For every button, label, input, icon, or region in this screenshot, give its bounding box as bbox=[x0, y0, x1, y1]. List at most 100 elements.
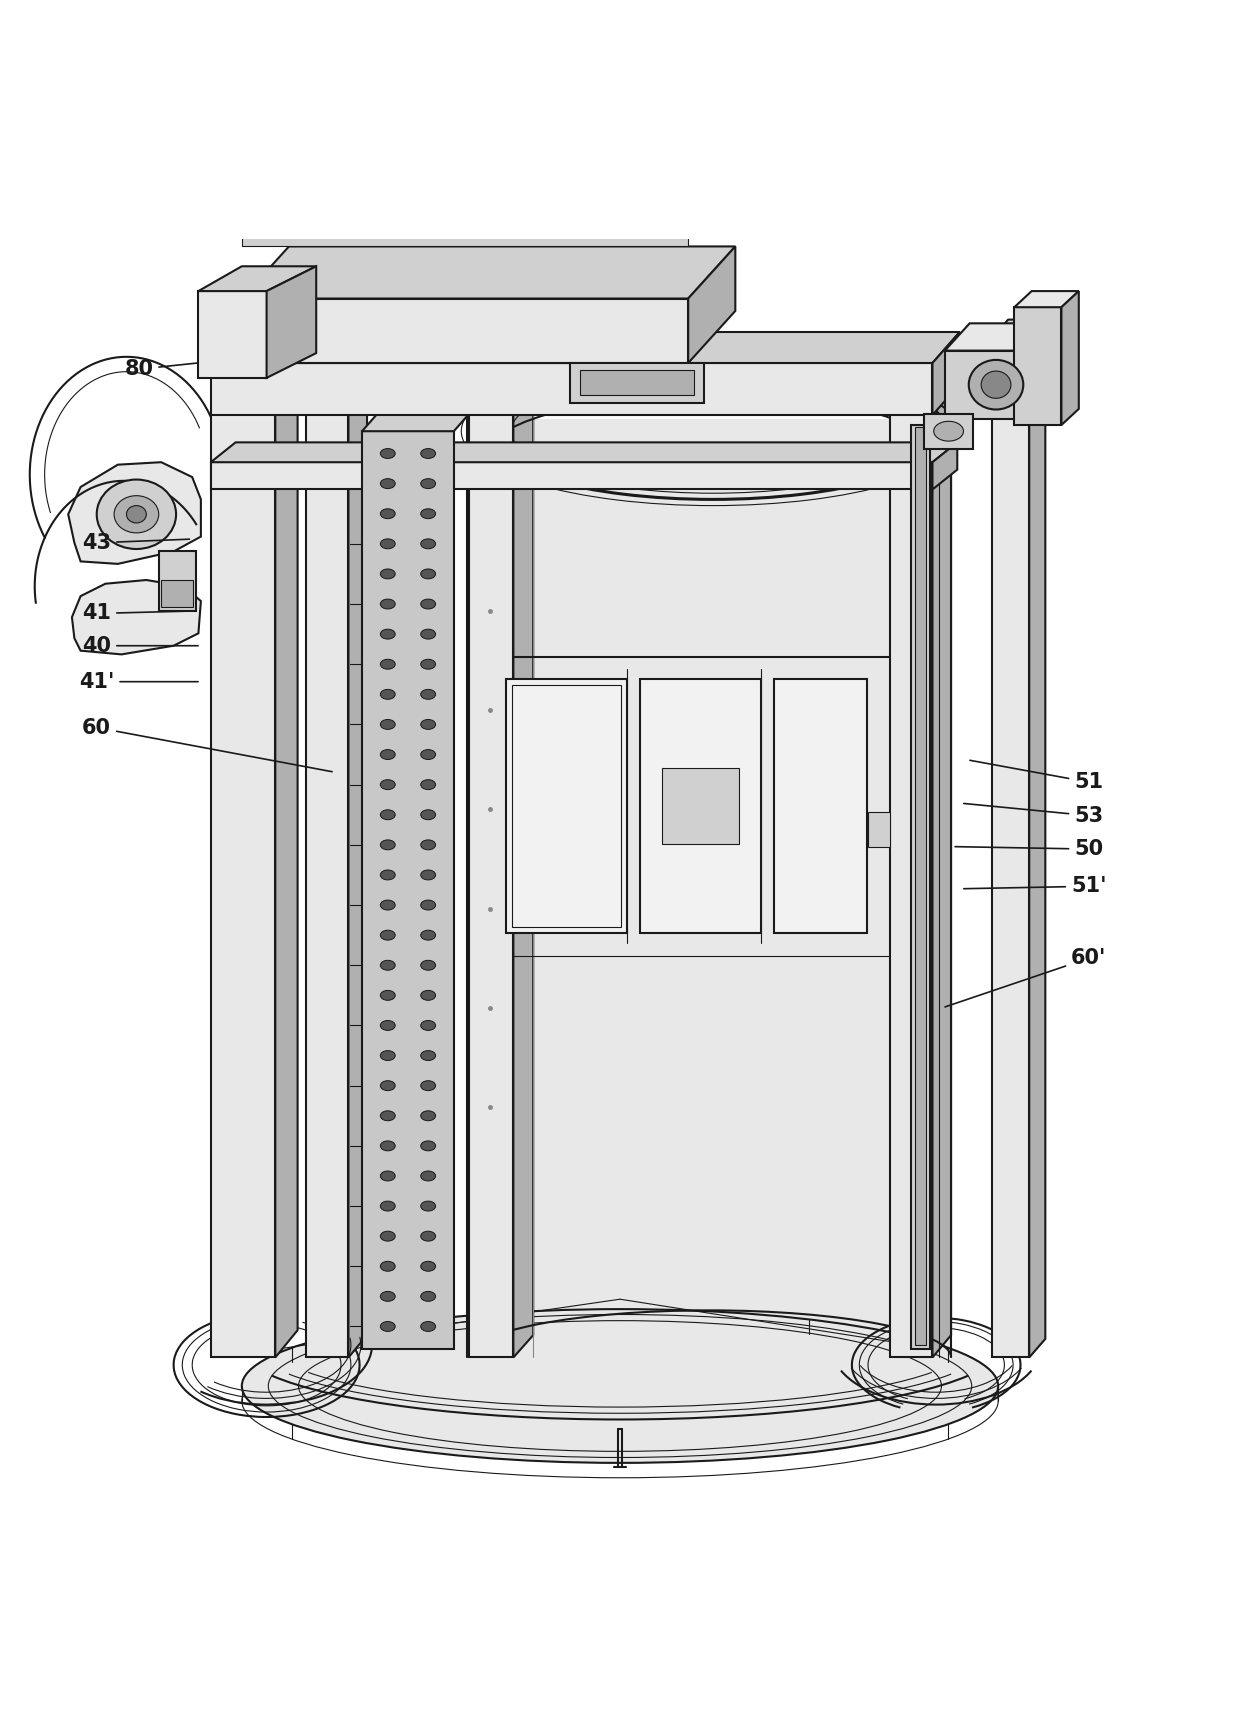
Polygon shape bbox=[348, 390, 367, 1357]
Ellipse shape bbox=[420, 1020, 435, 1031]
Ellipse shape bbox=[420, 960, 435, 971]
Ellipse shape bbox=[381, 809, 396, 819]
Ellipse shape bbox=[420, 689, 435, 699]
Bar bbox=[159, 551, 196, 612]
Ellipse shape bbox=[381, 1232, 396, 1240]
Bar bbox=[580, 371, 694, 395]
Text: 51: 51 bbox=[970, 761, 1104, 792]
Polygon shape bbox=[1038, 323, 1063, 419]
Polygon shape bbox=[932, 390, 951, 1357]
Ellipse shape bbox=[381, 1201, 396, 1211]
Bar bbox=[211, 362, 932, 416]
Ellipse shape bbox=[981, 371, 1011, 399]
Polygon shape bbox=[1061, 290, 1079, 424]
Ellipse shape bbox=[381, 509, 396, 519]
Text: 60': 60' bbox=[945, 948, 1106, 1007]
Polygon shape bbox=[945, 323, 1063, 350]
Polygon shape bbox=[890, 390, 951, 412]
Ellipse shape bbox=[381, 479, 396, 488]
Bar bbox=[911, 424, 930, 1349]
Polygon shape bbox=[211, 385, 298, 412]
Bar bbox=[242, 299, 688, 362]
Ellipse shape bbox=[381, 749, 396, 759]
Ellipse shape bbox=[381, 869, 396, 880]
Bar bbox=[992, 338, 1029, 1357]
Ellipse shape bbox=[381, 600, 396, 608]
Ellipse shape bbox=[381, 1081, 396, 1091]
Ellipse shape bbox=[97, 479, 176, 550]
Ellipse shape bbox=[381, 1020, 396, 1031]
Text: 53: 53 bbox=[963, 804, 1104, 826]
Ellipse shape bbox=[420, 1232, 435, 1240]
Bar bbox=[362, 431, 454, 1349]
Ellipse shape bbox=[381, 1261, 396, 1271]
Text: 50: 50 bbox=[955, 838, 1104, 859]
Bar bbox=[640, 679, 761, 933]
Polygon shape bbox=[513, 378, 533, 1357]
Ellipse shape bbox=[420, 869, 435, 880]
Ellipse shape bbox=[381, 1051, 396, 1060]
Ellipse shape bbox=[968, 359, 1023, 409]
Ellipse shape bbox=[420, 1051, 435, 1060]
Polygon shape bbox=[275, 385, 298, 1357]
Bar bbox=[868, 813, 890, 847]
Ellipse shape bbox=[420, 1201, 435, 1211]
Bar bbox=[469, 400, 513, 1357]
Ellipse shape bbox=[420, 1141, 435, 1151]
Bar bbox=[570, 362, 704, 402]
Ellipse shape bbox=[420, 569, 435, 579]
Ellipse shape bbox=[381, 1292, 396, 1301]
Bar bbox=[774, 679, 867, 933]
Ellipse shape bbox=[381, 929, 396, 940]
Ellipse shape bbox=[420, 1081, 435, 1091]
Bar bbox=[506, 679, 627, 933]
Ellipse shape bbox=[420, 900, 435, 911]
Bar bbox=[512, 685, 621, 928]
Bar bbox=[374, 399, 441, 412]
Ellipse shape bbox=[420, 720, 435, 730]
Ellipse shape bbox=[420, 840, 435, 850]
Ellipse shape bbox=[381, 569, 396, 579]
Ellipse shape bbox=[420, 929, 435, 940]
Bar bbox=[945, 350, 1038, 419]
Ellipse shape bbox=[420, 809, 435, 819]
Ellipse shape bbox=[381, 900, 396, 911]
Ellipse shape bbox=[420, 1261, 435, 1271]
Ellipse shape bbox=[420, 509, 435, 519]
Ellipse shape bbox=[420, 479, 435, 488]
Polygon shape bbox=[688, 246, 735, 362]
Bar bbox=[662, 768, 739, 845]
Ellipse shape bbox=[381, 1112, 396, 1120]
Bar bbox=[211, 412, 275, 1357]
Bar bbox=[890, 412, 932, 1357]
Ellipse shape bbox=[381, 720, 396, 730]
Ellipse shape bbox=[420, 780, 435, 790]
Ellipse shape bbox=[381, 780, 396, 790]
Ellipse shape bbox=[934, 421, 963, 442]
Polygon shape bbox=[932, 332, 960, 416]
Ellipse shape bbox=[381, 990, 396, 1000]
Ellipse shape bbox=[420, 539, 435, 548]
Ellipse shape bbox=[420, 990, 435, 1000]
Ellipse shape bbox=[420, 749, 435, 759]
Polygon shape bbox=[267, 266, 316, 378]
Text: 60: 60 bbox=[82, 718, 332, 771]
Bar bbox=[924, 414, 973, 448]
Ellipse shape bbox=[381, 1141, 396, 1151]
Bar bbox=[198, 290, 267, 378]
Text: 51': 51' bbox=[963, 876, 1106, 897]
Ellipse shape bbox=[381, 1172, 396, 1180]
Bar bbox=[1014, 308, 1061, 424]
Text: 80: 80 bbox=[124, 354, 289, 380]
Bar bbox=[467, 419, 951, 1357]
Ellipse shape bbox=[420, 448, 435, 459]
Polygon shape bbox=[469, 378, 533, 400]
Text: 41: 41 bbox=[82, 603, 190, 624]
Polygon shape bbox=[306, 390, 367, 412]
Ellipse shape bbox=[114, 497, 159, 533]
Polygon shape bbox=[198, 266, 316, 290]
Ellipse shape bbox=[420, 1112, 435, 1120]
Text: 40: 40 bbox=[82, 636, 198, 656]
Polygon shape bbox=[68, 462, 201, 564]
Ellipse shape bbox=[420, 1172, 435, 1180]
